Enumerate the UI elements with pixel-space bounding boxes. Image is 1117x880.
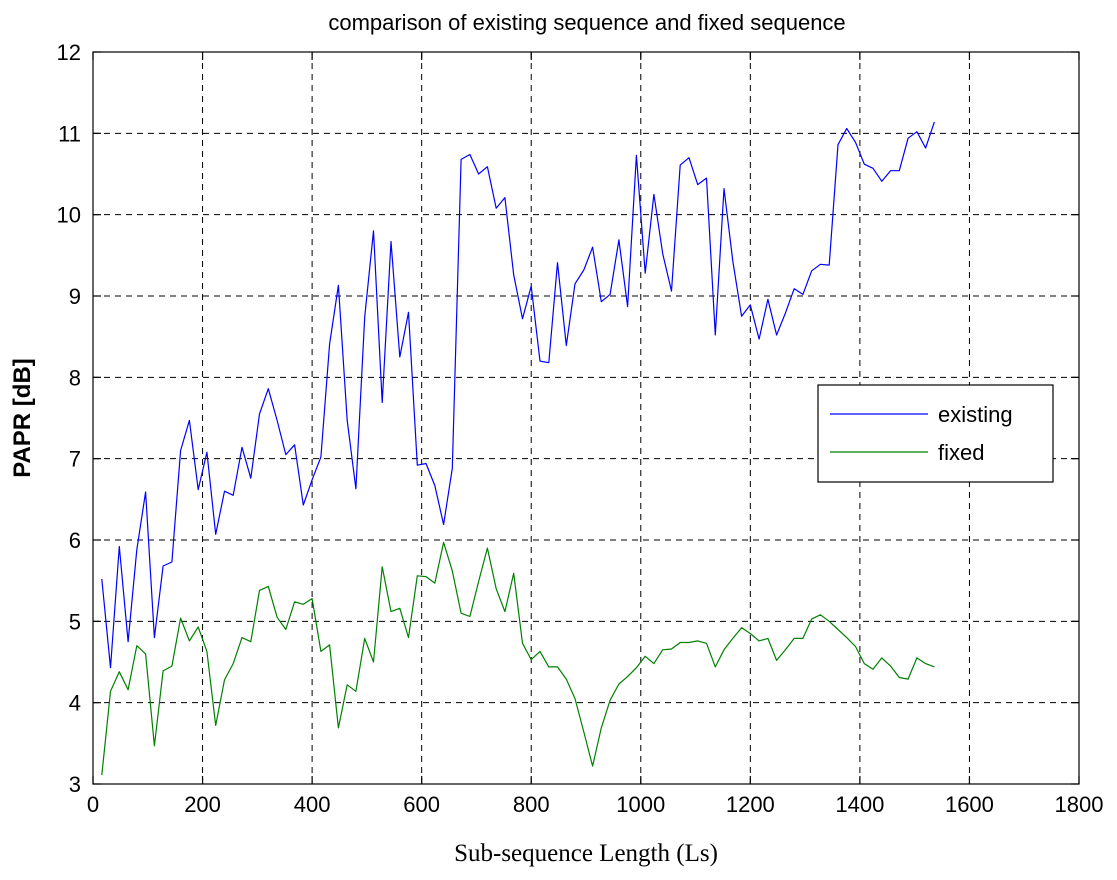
y-tick-label: 9 xyxy=(69,284,81,309)
x-tick-label: 200 xyxy=(184,792,221,817)
x-axis-label: Sub-sequence Length (Ls) xyxy=(454,840,718,867)
series-lines xyxy=(101,121,935,776)
y-tick-label: 11 xyxy=(58,121,81,146)
x-tick-label: 1600 xyxy=(945,792,994,817)
x-tick-label: 0 xyxy=(87,792,99,817)
y-tick-label: 3 xyxy=(69,772,81,797)
x-tick-label: 1000 xyxy=(616,792,665,817)
series-line-fixed xyxy=(101,541,935,776)
y-tick-label: 12 xyxy=(57,40,81,65)
y-tick-label: 6 xyxy=(69,528,81,553)
x-tick-label: 400 xyxy=(294,792,331,817)
axis-ticks: 0 200 400 600 800 1000 1200 1400 1600 1800 3 4 5 6 7 8 9… xyxy=(57,40,1104,817)
x-tick-label: 1400 xyxy=(835,792,884,817)
y-tick-label: 5 xyxy=(69,609,81,634)
y-tick-label: 4 xyxy=(69,691,81,716)
y-axis-label: PAPR [dB] xyxy=(9,358,36,478)
plot-area-frame xyxy=(92,51,1080,785)
legend-box xyxy=(817,384,1054,483)
x-tick-label: 1800 xyxy=(1055,792,1104,817)
x-tick-label: 600 xyxy=(403,792,440,817)
x-tick-label: 1200 xyxy=(726,792,775,817)
legend-label-fixed: fixed xyxy=(938,440,984,465)
y-tick-label: 7 xyxy=(69,447,81,472)
y-tick-label: 10 xyxy=(57,203,81,228)
x-tick-label: 800 xyxy=(513,792,550,817)
chart-title: comparison of existing sequence and fixe… xyxy=(328,10,845,35)
series-line-existing xyxy=(101,121,935,669)
y-tick-label: 8 xyxy=(69,365,81,390)
legend-label-existing: existing xyxy=(938,402,1013,427)
grid-lines xyxy=(93,52,1079,784)
legend: existing fixed xyxy=(817,384,1054,483)
